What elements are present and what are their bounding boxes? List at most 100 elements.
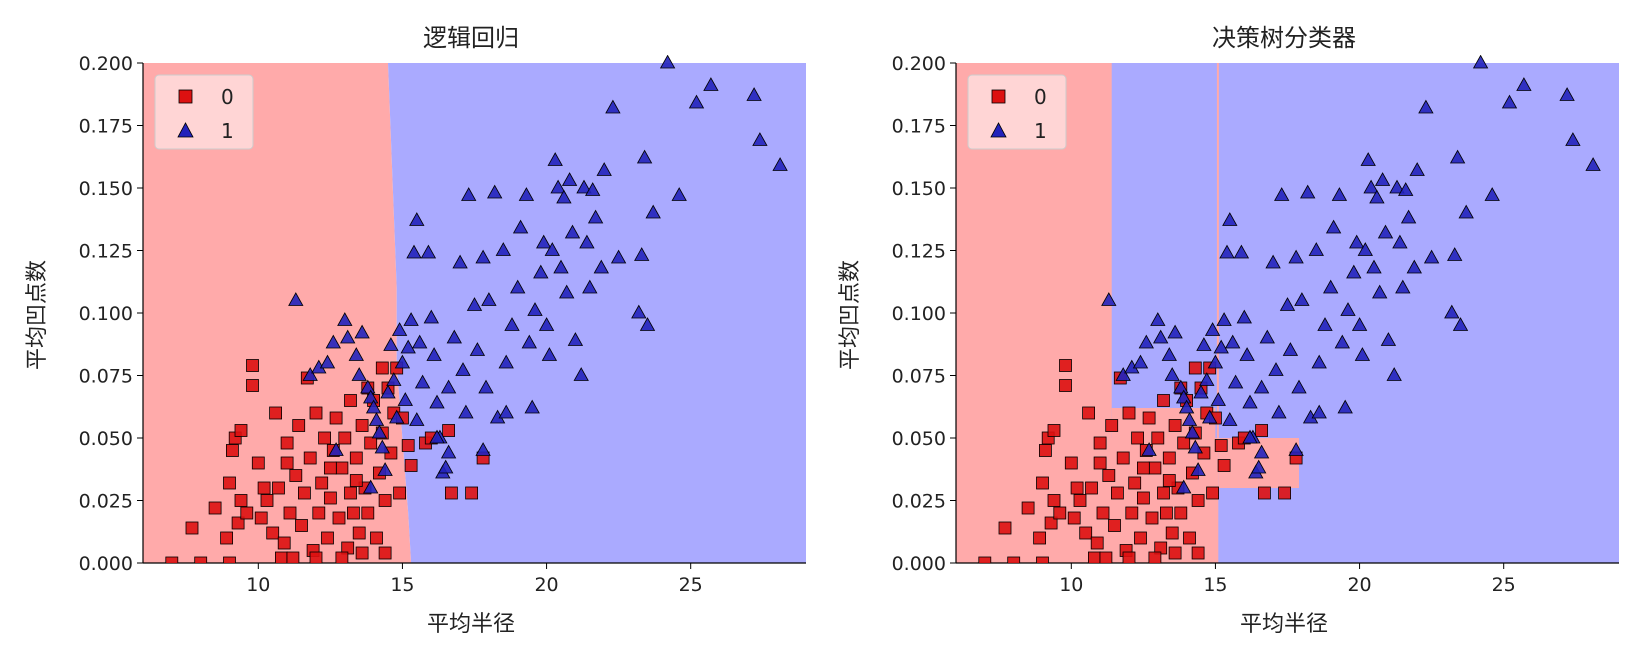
- left-point-class-0: [225, 444, 239, 457]
- right-subplot: 决策树分类器 平均半径 平均凹点数: [838, 24, 1356, 637]
- left-y-tick-label: 0.150: [79, 178, 133, 200]
- right-point-class-1: [1349, 234, 1365, 249]
- right-point-class-0: [1188, 361, 1202, 375]
- left-point-class-0: [280, 456, 294, 470]
- right-y-tick-label: 0.075: [892, 366, 946, 388]
- right-point-class-1: [1406, 259, 1422, 274]
- right-point-class-1: [1202, 409, 1218, 424]
- left-subplot: 逻辑回归 平均半径 平均凹点数: [25, 24, 519, 637]
- left-point-class-1: [319, 354, 336, 369]
- right-point-class-1: [1178, 399, 1195, 414]
- right-point-class-1: [1372, 284, 1388, 299]
- right-y-tick-label: 0.025: [892, 491, 946, 513]
- right-point-class-1: [1161, 347, 1177, 361]
- right-y-axis-label: 平均凹点数: [838, 260, 863, 370]
- right-point-class-1: [1294, 292, 1310, 306]
- right-point-class-0: [1122, 406, 1136, 420]
- right-point-class-1: [1173, 379, 1189, 394]
- left-point-class-0: [295, 519, 308, 532]
- right-point-class-0: [1191, 546, 1205, 560]
- right-point-class-1: [1187, 439, 1203, 454]
- left-point-class-1: [605, 99, 621, 114]
- right-legend-label: 1: [1034, 119, 1047, 143]
- right-point-class-1: [1288, 442, 1304, 456]
- left-point-class-1: [576, 179, 592, 194]
- right-legend-marker-1: [990, 122, 1007, 138]
- left-point-class-1: [478, 379, 494, 394]
- right-point-class-1: [1346, 264, 1362, 279]
- right-x-tick-label: 15: [1203, 574, 1227, 596]
- right-point-class-0: [1102, 469, 1116, 482]
- right-point-class-1: [1141, 442, 1157, 456]
- left-point-class-1: [383, 337, 399, 351]
- right-point-class-0: [1168, 546, 1182, 560]
- right-point-class-0: [1128, 476, 1142, 490]
- right-point-class-1: [1176, 479, 1192, 494]
- right-point-class-1: [1265, 254, 1281, 269]
- right-point-class-1: [1181, 412, 1198, 426]
- left-point-class-1: [397, 392, 413, 406]
- right-point-class-1: [1395, 279, 1411, 294]
- right-point-class-1: [1559, 87, 1575, 101]
- left-point-class-1: [446, 329, 462, 344]
- left-point-class-0: [185, 521, 199, 535]
- right-point-class-1: [1377, 224, 1394, 239]
- left-point-class-1: [458, 404, 474, 419]
- right-point-class-0: [1206, 486, 1219, 500]
- left-point-class-1: [328, 442, 344, 456]
- left-point-class-1: [645, 204, 661, 219]
- left-y-axis-label: 平均凹点数: [25, 260, 50, 370]
- left-point-class-1: [481, 292, 497, 306]
- right-point-class-1: [1501, 94, 1518, 109]
- left-y-tick-label: 0.050: [79, 428, 133, 450]
- left-legend-label: 1: [221, 119, 234, 143]
- left-point-class-1: [688, 94, 705, 109]
- left-y-tick-label: 0.125: [79, 241, 133, 263]
- left-point-class-1: [325, 334, 341, 349]
- left-point-class-1: [426, 347, 442, 361]
- left-point-class-1: [440, 379, 457, 394]
- left-y-tick-label: 0.075: [79, 366, 133, 388]
- right-point-class-1: [1236, 309, 1252, 324]
- left-point-class-0: [194, 556, 208, 563]
- right-x-axis-label: 平均半径: [1240, 612, 1328, 637]
- left-point-class-0: [355, 546, 369, 560]
- right-point-class-0: [998, 521, 1012, 535]
- right-point-class-1: [1565, 132, 1581, 146]
- left-point-class-1: [363, 479, 379, 494]
- right-point-class-0: [1059, 359, 1072, 372]
- right-point-class-0: [1079, 526, 1093, 540]
- right-point-class-0: [1007, 556, 1021, 563]
- left-point-class-1: [409, 212, 425, 226]
- right-point-class-1: [1274, 187, 1290, 201]
- right-point-class-0: [1033, 531, 1046, 545]
- right-point-class-1: [1423, 249, 1440, 264]
- left-point-class-0: [364, 436, 378, 450]
- left-point-class-1: [610, 249, 627, 264]
- left-point-class-0: [274, 551, 288, 563]
- right-point-class-1: [1199, 372, 1215, 386]
- left-point-class-0: [442, 424, 456, 437]
- right-point-class-0: [1059, 379, 1072, 392]
- right-point-class-1: [1210, 392, 1226, 406]
- right-point-class-1: [1253, 379, 1270, 394]
- right-point-class-0: [1090, 536, 1104, 550]
- left-point-class-1: [420, 244, 437, 259]
- left-y-tick-label: 0.000: [79, 553, 133, 575]
- left-point-class-1: [403, 312, 419, 326]
- left-point-class-1: [400, 339, 416, 354]
- right-point-class-0: [1258, 486, 1271, 500]
- right-point-class-0: [1073, 494, 1087, 507]
- right-point-class-1: [1331, 187, 1348, 201]
- left-point-class-1: [536, 234, 552, 249]
- right-y-tick-label: 0.150: [892, 178, 946, 200]
- left-point-class-0: [297, 486, 311, 500]
- left-y-tick-label: 0.025: [79, 491, 133, 513]
- right-x-tick-label: 10: [1059, 574, 1083, 596]
- right-point-class-1: [1239, 347, 1255, 361]
- right-point-class-0: [978, 556, 992, 563]
- left-point-class-1: [567, 332, 584, 346]
- right-point-class-1: [1357, 242, 1373, 256]
- left-point-class-0: [257, 481, 271, 495]
- right-chart-title: 决策树分类器: [1212, 24, 1356, 52]
